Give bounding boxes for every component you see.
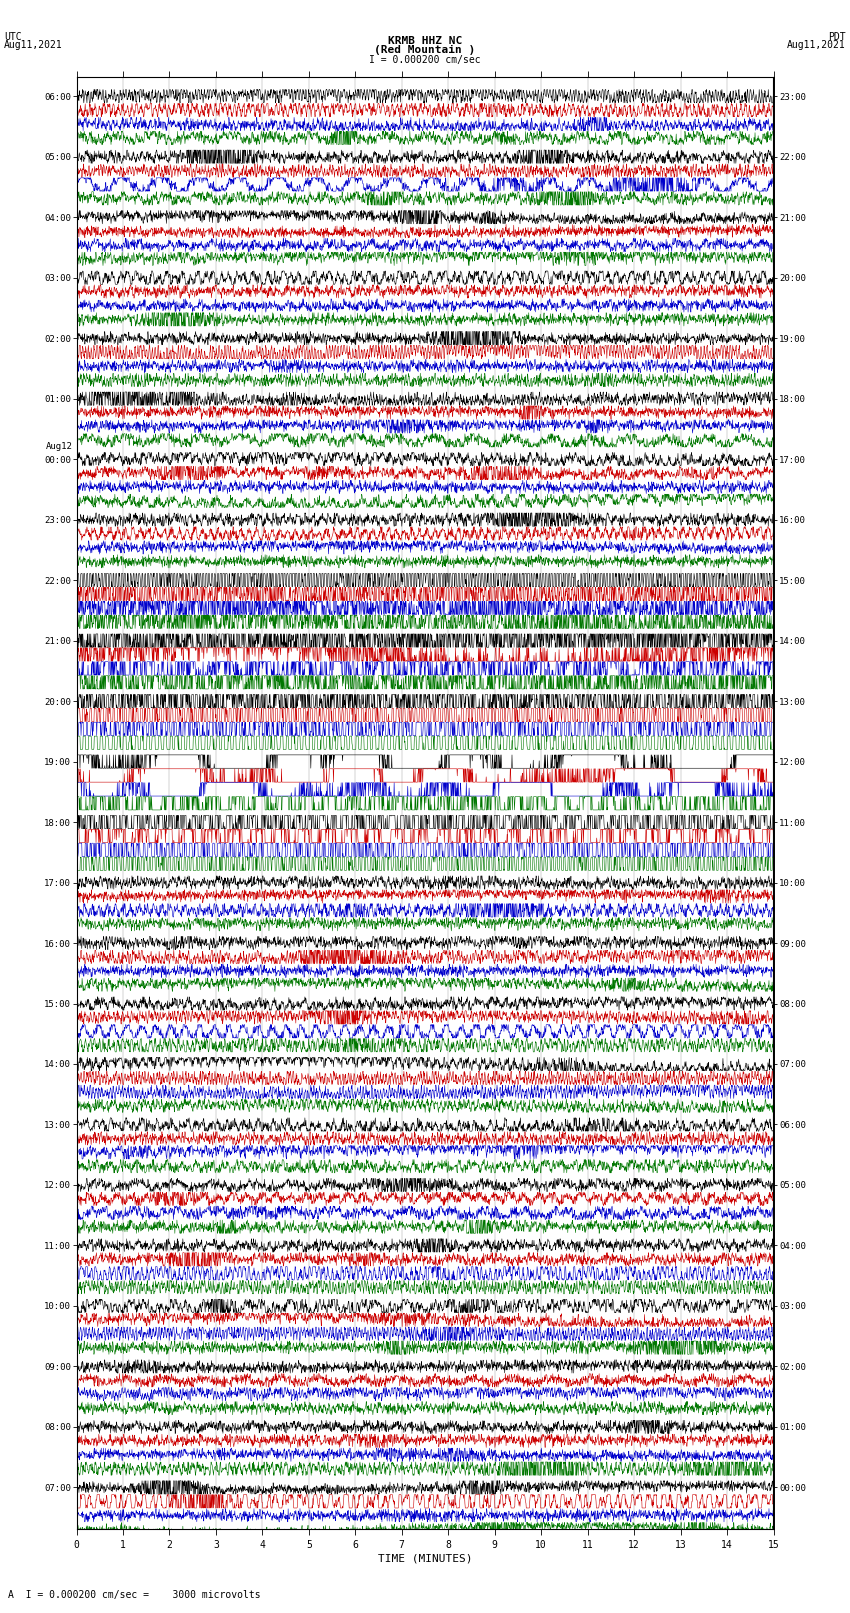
Text: KRMB HHZ NC: KRMB HHZ NC — [388, 37, 462, 47]
Text: UTC: UTC — [4, 32, 22, 42]
Text: I = 0.000200 cm/sec: I = 0.000200 cm/sec — [369, 55, 481, 65]
Text: Aug11,2021: Aug11,2021 — [787, 40, 846, 50]
Text: PDT: PDT — [828, 32, 846, 42]
Text: A  I = 0.000200 cm/sec =    3000 microvolts: A I = 0.000200 cm/sec = 3000 microvolts — [8, 1590, 261, 1600]
X-axis label: TIME (MINUTES): TIME (MINUTES) — [377, 1553, 473, 1563]
Text: Aug12: Aug12 — [45, 442, 72, 452]
Text: (Red Mountain ): (Red Mountain ) — [374, 45, 476, 55]
Text: Aug11,2021: Aug11,2021 — [4, 40, 63, 50]
